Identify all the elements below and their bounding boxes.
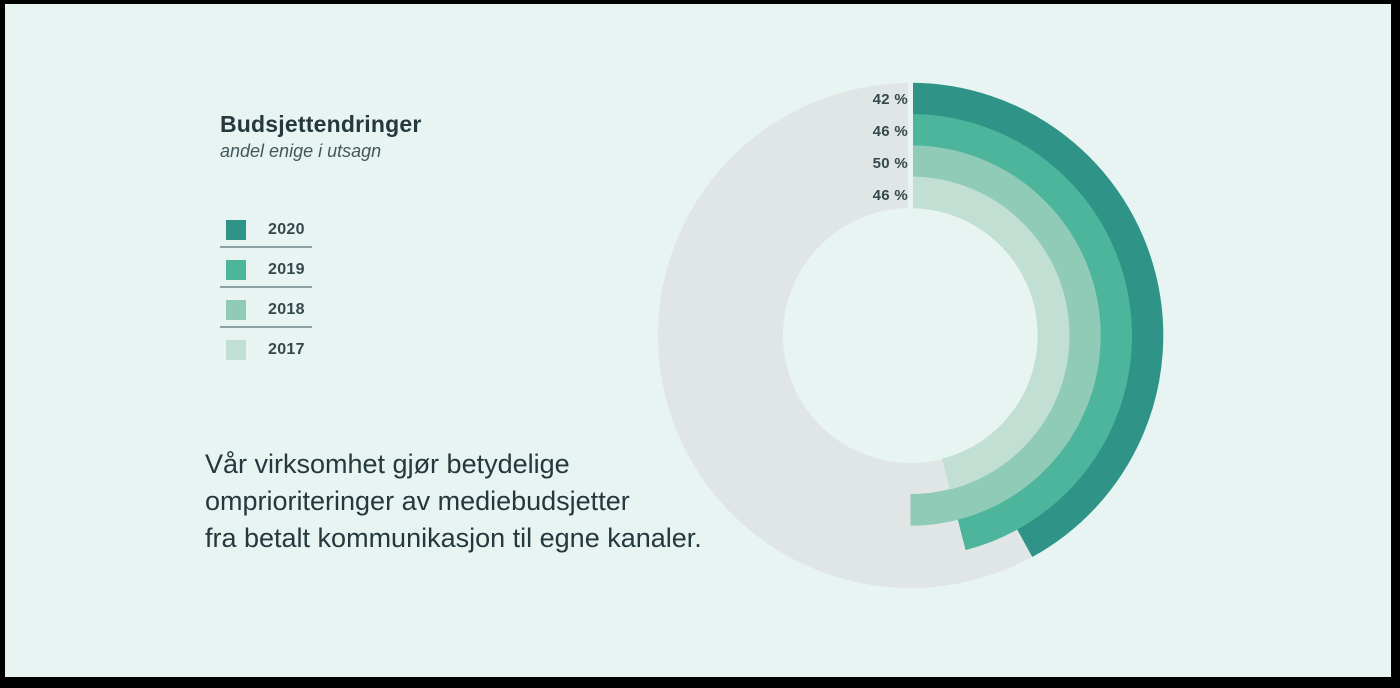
legend-label-2018: 2018 — [268, 301, 305, 318]
ring-2017 — [910, 176, 1070, 490]
statement-line-1: Vår virksomhet gjør betydelige — [205, 449, 570, 479]
chart-title: Budsjettendringer — [220, 111, 422, 137]
ring-2020 — [910, 82, 1164, 558]
legend-label-2019: 2019 — [268, 261, 305, 278]
statement-line-2: omprioriteringer av mediebudsjetter — [205, 486, 630, 516]
legend-item-2020: 2020 — [220, 210, 322, 250]
ring-2018 — [910, 145, 1101, 526]
chart-header: Budsjettendringer andel enige i utsagn — [220, 109, 421, 163]
radial-bar-chart — [658, 82, 1164, 588]
legend-swatch-2018 — [226, 300, 246, 320]
legend-label-2020: 2020 — [268, 221, 305, 238]
statement-line-3: fra betalt kommunikasjon til egne kanale… — [205, 523, 702, 553]
legend-swatch-2019 — [226, 260, 246, 280]
value-label-2019: 46 % — [872, 123, 908, 140]
value-label-2017: 46 % — [872, 187, 908, 204]
ring-start-separator — [908, 82, 913, 209]
legend-label-2017: 2017 — [268, 341, 305, 358]
slide-canvas: Budsjettendringer andel enige i utsagn 2… — [5, 4, 1391, 677]
legend-item-2018: 2018 — [220, 290, 322, 330]
value-label-2020: 42 % — [872, 91, 908, 108]
legend-swatch-2017 — [226, 340, 246, 360]
legend-item-2017: 2017 — [226, 330, 322, 370]
chart-legend: 2020 2019 2018 2017 — [220, 210, 322, 370]
statement-text: Vår virksomhet gjør betydelige ompriorit… — [205, 446, 702, 557]
ring-2019 — [910, 113, 1133, 551]
legend-swatch-2020 — [226, 220, 246, 240]
legend-item-2019: 2019 — [220, 250, 322, 290]
chart-subtitle: andel enige i utsagn — [220, 141, 382, 161]
value-label-2018: 50 % — [872, 155, 908, 172]
